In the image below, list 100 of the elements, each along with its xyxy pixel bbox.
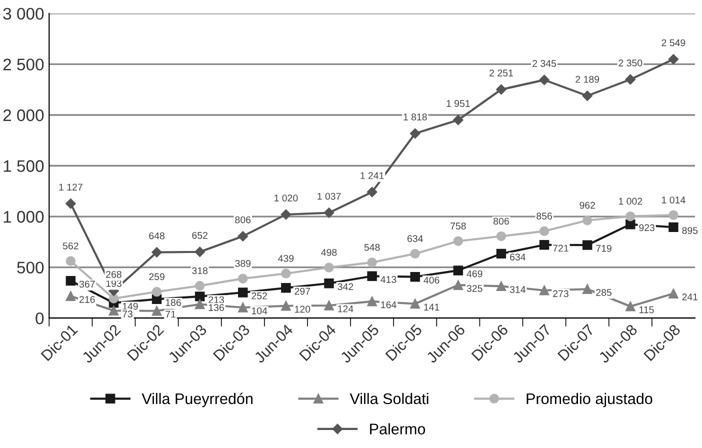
data-label: 318: [192, 267, 208, 274]
data-label: 648: [149, 232, 164, 240]
point: [539, 285, 550, 296]
point: [238, 231, 248, 242]
data-label: 652: [192, 232, 208, 239]
point: [66, 276, 76, 286]
data-label: 136: [208, 304, 224, 312]
point: [238, 288, 248, 298]
point: [280, 209, 292, 220]
point: [66, 291, 76, 302]
point: [668, 54, 679, 64]
data-label: 259: [149, 273, 164, 280]
point: [194, 246, 205, 257]
legend-label: Palermo: [370, 423, 426, 434]
point: [152, 306, 162, 316]
point: [281, 283, 291, 293]
data-label: 806: [494, 218, 509, 225]
data-label: 895: [682, 227, 698, 234]
data-label: 634: [408, 235, 423, 242]
data-label: 439: [278, 254, 294, 262]
y-tick-label: 500: [17, 262, 44, 274]
point: [238, 274, 248, 284]
data-label: 1 014: [662, 196, 686, 204]
point: [539, 240, 550, 250]
point: [324, 262, 334, 272]
data-label: 469: [466, 270, 482, 278]
data-label: 141: [424, 304, 440, 310]
data-label: 71: [166, 310, 176, 318]
data-label: 2 350: [618, 60, 642, 66]
point: [366, 186, 378, 198]
point: [453, 236, 464, 246]
data-label: 164: [381, 301, 396, 308]
point: [367, 296, 377, 306]
data-label: 186: [166, 299, 181, 306]
data-label: 1 818: [404, 114, 427, 120]
data-label: 719: [596, 244, 612, 252]
point: [626, 302, 636, 312]
point: [582, 240, 592, 250]
point: [66, 256, 76, 266]
data-label: 213: [208, 296, 224, 304]
data-label: 1 241: [360, 172, 384, 179]
y-tick-label: 3 000: [3, 8, 44, 20]
point: [108, 294, 119, 304]
data-label: 1 002: [618, 198, 642, 205]
data-label: 285: [596, 289, 612, 296]
legend-label: Promedio ajustado: [526, 392, 652, 408]
data-label: 2 189: [576, 76, 600, 83]
point: [668, 210, 678, 220]
data-label: 721: [553, 244, 568, 252]
data-label: 314: [510, 286, 526, 293]
data-label: 367: [79, 280, 95, 288]
y-tick-label: 1 500: [4, 160, 44, 172]
data-label: 115: [639, 306, 654, 314]
data-label: 548: [364, 244, 380, 251]
point: [539, 74, 550, 86]
data-label: 923: [639, 224, 655, 232]
point: [238, 302, 248, 312]
data-label: 562: [62, 242, 78, 250]
point: [582, 284, 592, 294]
point: [324, 278, 334, 288]
data-label: 325: [466, 284, 482, 292]
point: [453, 114, 464, 126]
data-label: 1 020: [274, 194, 298, 202]
data-label: 252: [252, 292, 267, 300]
data-label: 342: [338, 283, 354, 290]
data-label: 962: [580, 202, 595, 209]
point: [453, 280, 464, 290]
point: [410, 272, 420, 282]
data-label: 498: [321, 248, 337, 256]
data-label: 2 251: [490, 70, 513, 76]
point: [324, 208, 334, 218]
data-label: 297: [294, 288, 310, 295]
data-label: 273: [553, 290, 568, 298]
data-label: 413: [380, 276, 396, 283]
point: [626, 219, 636, 230]
legend-label: Villa Soldati: [350, 392, 428, 404]
point: [582, 90, 592, 101]
data-label: 406: [424, 276, 440, 284]
point: [496, 281, 506, 292]
point: [410, 298, 420, 309]
data-label: 1 037: [318, 192, 341, 200]
data-label: 104: [252, 307, 268, 314]
data-label: 124: [338, 305, 354, 312]
data-label: 856: [536, 212, 552, 220]
data-label: 806: [235, 216, 251, 224]
point: [194, 299, 205, 310]
point: [453, 266, 464, 276]
point: [496, 231, 506, 242]
data-label: 149: [122, 302, 138, 310]
point: [281, 268, 291, 278]
point: [281, 301, 291, 311]
point: [152, 247, 162, 258]
point: [626, 211, 636, 222]
data-label: 1 127: [59, 184, 82, 191]
y-tick-label: 2 500: [3, 58, 44, 70]
point: [108, 306, 119, 316]
point: [66, 198, 76, 209]
point: [496, 248, 506, 259]
data-label: 268: [106, 270, 122, 278]
point: [410, 128, 420, 139]
